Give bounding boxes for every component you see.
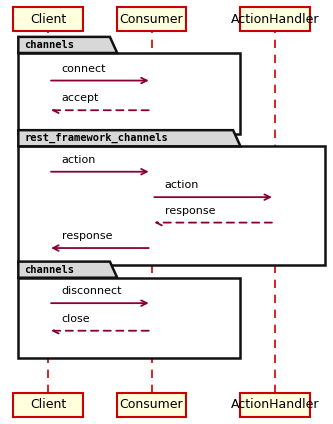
Text: channels: channels <box>24 265 74 275</box>
Text: ActionHandler: ActionHandler <box>230 13 319 25</box>
Text: disconnect: disconnect <box>62 286 122 296</box>
Text: connect: connect <box>62 64 106 74</box>
Text: Client: Client <box>30 13 66 25</box>
FancyBboxPatch shape <box>240 393 310 417</box>
FancyBboxPatch shape <box>240 7 310 31</box>
Text: response: response <box>165 206 215 216</box>
Text: action: action <box>62 155 96 165</box>
FancyBboxPatch shape <box>13 7 83 31</box>
Polygon shape <box>18 53 240 134</box>
Polygon shape <box>18 37 117 53</box>
Polygon shape <box>18 262 117 278</box>
Polygon shape <box>18 130 240 146</box>
Text: Consumer: Consumer <box>120 13 183 25</box>
Polygon shape <box>18 278 240 358</box>
Text: accept: accept <box>62 93 99 103</box>
Text: close: close <box>62 314 90 324</box>
FancyBboxPatch shape <box>13 393 83 417</box>
Text: response: response <box>62 231 112 241</box>
FancyBboxPatch shape <box>117 393 186 417</box>
Text: Client: Client <box>30 399 66 411</box>
Text: channels: channels <box>24 40 74 50</box>
Text: action: action <box>165 180 199 190</box>
Text: ActionHandler: ActionHandler <box>230 399 319 411</box>
Polygon shape <box>18 146 325 265</box>
FancyBboxPatch shape <box>117 7 186 31</box>
Text: Consumer: Consumer <box>120 399 183 411</box>
Text: rest_framework_channels: rest_framework_channels <box>24 133 168 143</box>
